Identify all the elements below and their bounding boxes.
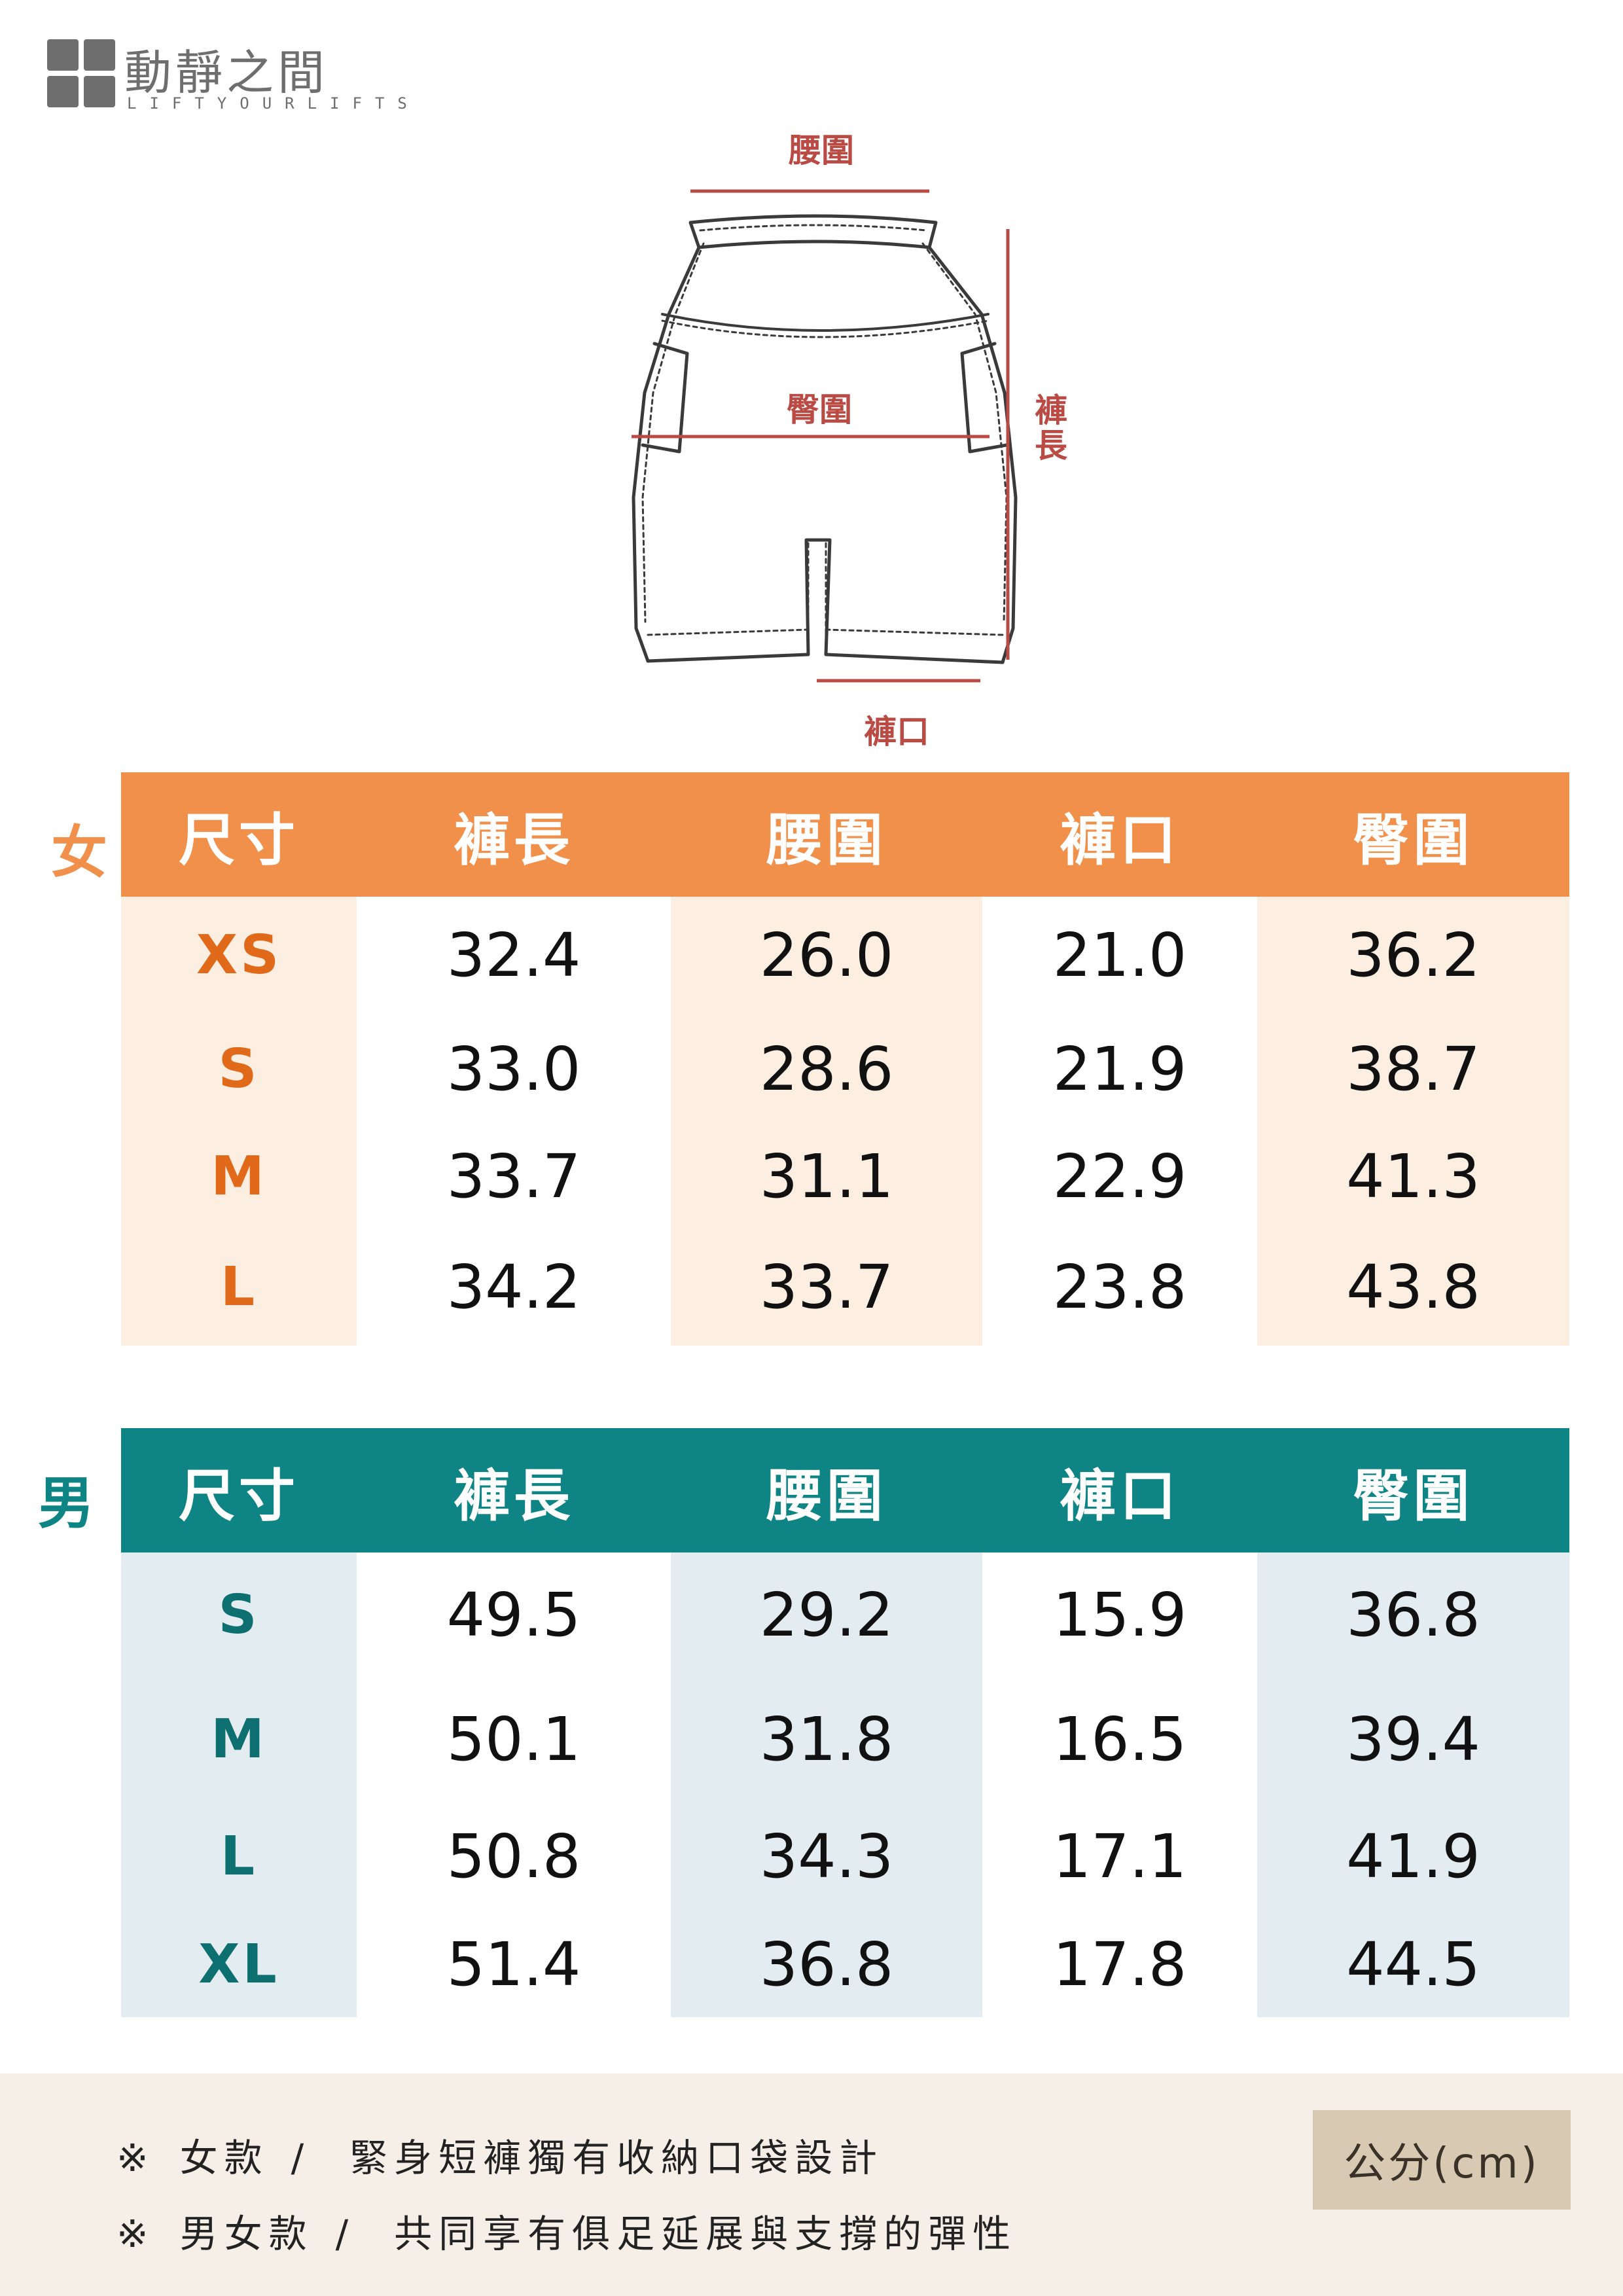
value-cell: 23.8 [982, 1228, 1257, 1346]
size-cell: L [121, 1801, 357, 1911]
value-cell: 33.7 [671, 1228, 982, 1346]
table-row: S 49.5 29.2 15.9 36.8 [121, 1552, 1569, 1677]
value-cell: 33.7 [357, 1124, 671, 1228]
brand-name: 動靜之間 [124, 45, 329, 100]
column-header: 尺寸 [179, 1463, 299, 1529]
table-row: XL 51.4 36.8 17.8 44.5 [121, 1911, 1569, 2017]
value-cell: 31.1 [671, 1124, 982, 1228]
value-cell: 29.2 [671, 1552, 982, 1677]
note-text: 共同享有俱足延展與支撐的彈性 [394, 2212, 1018, 2256]
size-cell: S [121, 1552, 357, 1677]
men-size-table: 尺寸 褲長 腰圍 褲口 臀圍 S 49.5 29.2 15.9 36.8 M 50.1 31.8 16.5… [121, 1428, 1569, 2017]
column-header: 尺寸 [179, 807, 299, 873]
column-header: 褲長 [454, 807, 574, 873]
column-header: 臀圍 [1353, 807, 1474, 873]
value-cell: 22.9 [982, 1124, 1257, 1228]
value-cell: 41.9 [1257, 1801, 1569, 1911]
table-header: 尺寸 褲長 腰圍 褲口 臀圍 [121, 1428, 1569, 1552]
value-cell: 43.8 [1257, 1228, 1569, 1346]
value-cell: 17.8 [982, 1911, 1257, 2017]
shorts-measurement-diagram: 腰圍 臀圍 褲長 褲口 [0, 0, 1623, 759]
value-cell: 34.2 [357, 1228, 671, 1346]
note-unisex: ※ 男女款 / 共同享有俱足延展與支撐的彈性 [116, 2203, 1017, 2258]
hip-label: 臀圍 [787, 391, 852, 429]
column-header: 褲口 [1060, 807, 1180, 873]
value-cell: 36.2 [1257, 897, 1569, 1013]
brand-logo: 動靜之間 LIFTYOURLIFTS [47, 34, 466, 119]
value-cell: 21.0 [982, 897, 1257, 1013]
value-cell: 51.4 [357, 1911, 671, 2017]
value-cell: 26.0 [671, 897, 982, 1013]
value-cell: 31.8 [671, 1677, 982, 1801]
table-row: M 33.7 31.1 22.9 41.3 [121, 1124, 1569, 1228]
note-text: 緊身短褲獨有收納口袋設計 [349, 2136, 884, 2180]
women-label: 女 [51, 820, 107, 886]
note-slash: / [291, 2136, 311, 2180]
table-header: 尺寸 褲長 腰圍 褲口 臀圍 [121, 772, 1569, 897]
value-cell: 44.5 [1257, 1911, 1569, 2017]
men-label: 男 [38, 1471, 94, 1536]
waist-label: 腰圍 [789, 132, 854, 170]
size-cell: M [121, 1124, 357, 1228]
note-women: ※ 女款 / 緊身短褲獨有收納口袋設計 [116, 2127, 883, 2182]
shorts-outline-illustration [632, 189, 1018, 683]
value-cell: 36.8 [1257, 1552, 1569, 1677]
note-mark: ※ [116, 2212, 155, 2256]
size-cell: XS [121, 897, 357, 1013]
value-cell: 49.5 [357, 1552, 671, 1677]
value-cell: 16.5 [982, 1677, 1257, 1801]
table-row: S 33.0 28.6 21.9 38.7 [121, 1013, 1569, 1124]
column-header: 臀圍 [1353, 1463, 1474, 1529]
table-row: L 50.8 34.3 17.1 41.9 [121, 1801, 1569, 1911]
table-row: L 34.2 33.7 23.8 43.8 [121, 1228, 1569, 1346]
column-header: 腰圍 [766, 1463, 887, 1529]
opening-label: 褲口 [864, 713, 929, 751]
value-cell: 15.9 [982, 1552, 1257, 1677]
size-cell: M [121, 1677, 357, 1801]
value-cell: 39.4 [1257, 1677, 1569, 1801]
value-cell: 28.6 [671, 1013, 982, 1124]
table-row: XS 32.4 26.0 21.0 36.2 [121, 897, 1569, 1013]
value-cell: 50.8 [357, 1801, 671, 1911]
length-label: 褲長 [1029, 393, 1067, 463]
column-header: 褲口 [1060, 1463, 1180, 1529]
note-slash: / [335, 2212, 355, 2256]
value-cell: 33.0 [357, 1013, 671, 1124]
value-cell: 21.9 [982, 1013, 1257, 1124]
unit-badge: 公分(cm) [1313, 2110, 1571, 2210]
women-size-table: 尺寸 褲長 腰圍 褲口 臀圍 XS 32.4 26.0 21.0 36.2 S 33.0 28.6 21.… [121, 772, 1569, 1350]
value-cell: 50.1 [357, 1677, 671, 1801]
value-cell: 41.3 [1257, 1124, 1569, 1228]
note-lead: 女款 [179, 2136, 269, 2180]
value-cell: 36.8 [671, 1911, 982, 2017]
note-mark: ※ [116, 2136, 155, 2180]
brand-tagline: LIFTYOURLIFTS [127, 94, 420, 113]
value-cell: 32.4 [357, 897, 671, 1013]
value-cell: 38.7 [1257, 1013, 1569, 1124]
size-cell: XL [121, 1911, 357, 2017]
table-row: M 50.1 31.8 16.5 39.4 [121, 1677, 1569, 1801]
value-cell: 34.3 [671, 1801, 982, 1911]
size-cell: L [121, 1228, 357, 1346]
size-cell: S [121, 1013, 357, 1124]
logo-grid-icon [47, 39, 119, 111]
column-header: 腰圍 [766, 807, 887, 873]
value-cell: 17.1 [982, 1801, 1257, 1911]
note-lead: 男女款 [179, 2212, 313, 2256]
column-header: 褲長 [454, 1463, 574, 1529]
